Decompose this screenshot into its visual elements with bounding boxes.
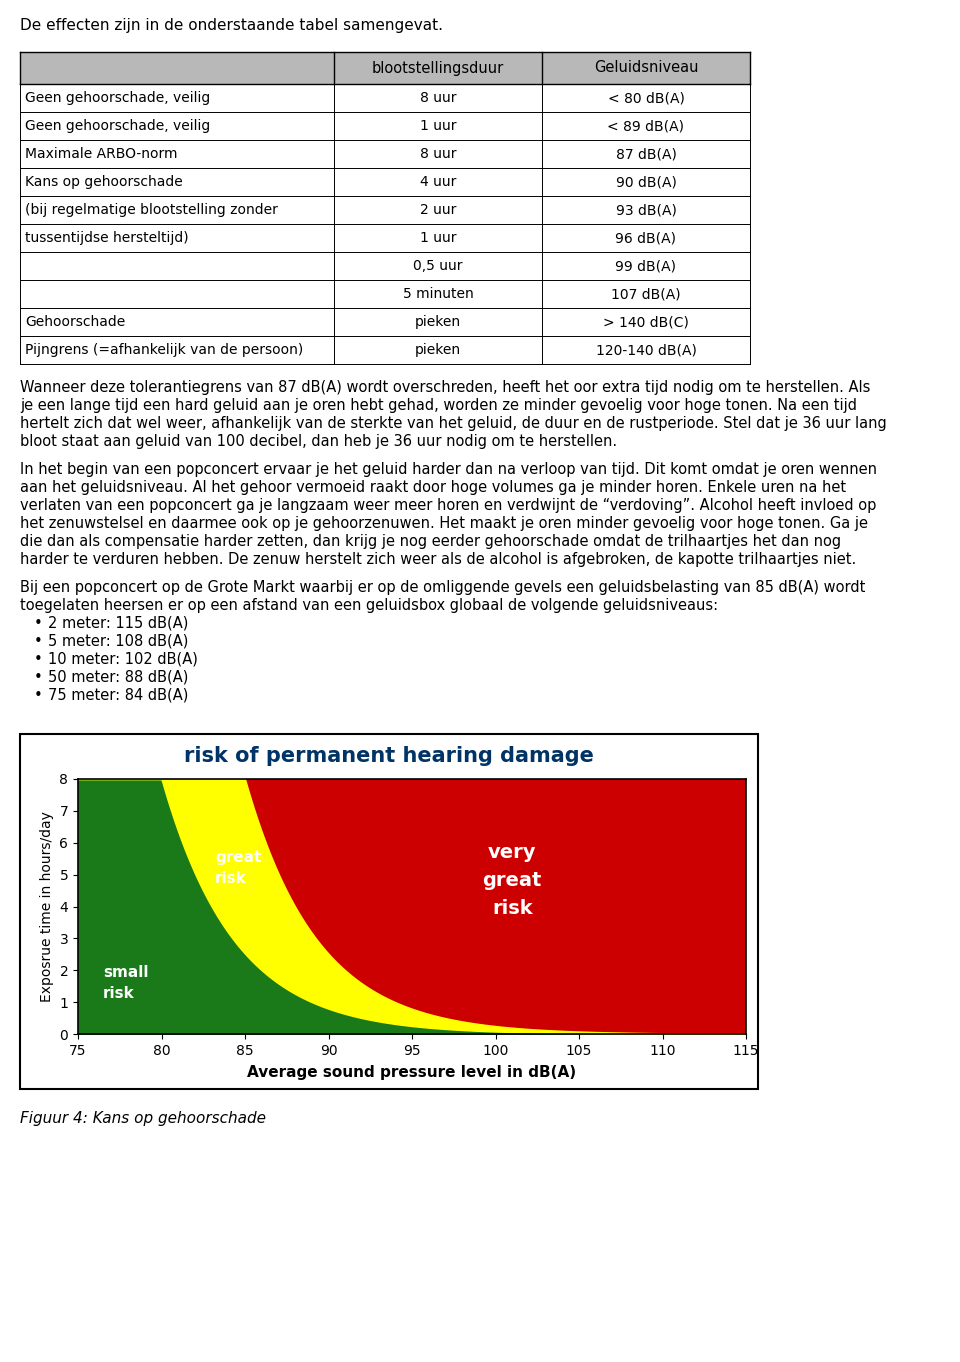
Text: aan het geluidsniveau. Al het gehoor vermoeid raakt door hoge volumes ga je mind: aan het geluidsniveau. Al het gehoor ver…: [20, 479, 846, 494]
Y-axis label: Exposrue time in hours/day: Exposrue time in hours/day: [40, 810, 54, 1002]
Text: > 140 dB(C): > 140 dB(C): [603, 315, 689, 330]
Text: 5 meter: 108 dB(A): 5 meter: 108 dB(A): [48, 633, 188, 650]
Text: 90 dB(A): 90 dB(A): [615, 174, 677, 189]
Text: tussentijdse hersteltijd): tussentijdse hersteltijd): [25, 232, 188, 245]
Text: very
great
risk: very great risk: [483, 843, 541, 918]
Text: blootstellingsduur: blootstellingsduur: [372, 60, 504, 75]
Text: •: •: [34, 688, 43, 703]
Text: die dan als compensatie harder zetten, dan krijg je nog eerder gehoorschade omda: die dan als compensatie harder zetten, d…: [20, 534, 841, 549]
Text: pieken: pieken: [415, 315, 461, 330]
Text: pieken: pieken: [415, 343, 461, 357]
Text: 1 uur: 1 uur: [420, 118, 456, 133]
Text: 1 uur: 1 uur: [420, 232, 456, 245]
Text: < 80 dB(A): < 80 dB(A): [608, 91, 684, 105]
Bar: [20, 252, 750, 281]
Text: risk of permanent hearing damage: risk of permanent hearing damage: [184, 746, 594, 765]
Bar: [20, 336, 750, 364]
Text: •: •: [34, 616, 43, 631]
Bar: [20, 196, 750, 223]
Text: toegelaten heersen er op een afstand van een geluidsbox globaal de volgende gelu: toegelaten heersen er op een afstand van…: [20, 598, 718, 613]
Text: 96 dB(A): 96 dB(A): [615, 232, 677, 245]
Text: hertelt zich dat wel weer, afhankelijk van de sterkte van het geluid, de duur en: hertelt zich dat wel weer, afhankelijk v…: [20, 415, 887, 430]
Bar: [20, 84, 750, 112]
Text: De effecten zijn in de onderstaande tabel samengevat.: De effecten zijn in de onderstaande tabe…: [20, 18, 443, 33]
Text: < 89 dB(A): < 89 dB(A): [608, 118, 684, 133]
Text: 87 dB(A): 87 dB(A): [615, 147, 677, 161]
Text: Gehoorschade: Gehoorschade: [25, 315, 125, 330]
Text: Maximale ARBO-norm: Maximale ARBO-norm: [25, 147, 178, 161]
Text: 4 uur: 4 uur: [420, 174, 456, 189]
Text: 93 dB(A): 93 dB(A): [615, 203, 677, 217]
Text: harder te verduren hebben. De zenuw herstelt zich weer als de alcohol is afgebro: harder te verduren hebben. De zenuw hers…: [20, 552, 856, 567]
Text: 8 uur: 8 uur: [420, 91, 456, 105]
Bar: [20, 308, 750, 336]
Text: Kans op gehoorschade: Kans op gehoorschade: [25, 174, 182, 189]
Bar: [20, 52, 750, 84]
Text: 99 dB(A): 99 dB(A): [615, 259, 677, 272]
Text: Geen gehoorschade, veilig: Geen gehoorschade, veilig: [25, 91, 210, 105]
Text: 50 meter: 88 dB(A): 50 meter: 88 dB(A): [48, 670, 188, 685]
Text: Pijngrens (=afhankelijk van de persoon): Pijngrens (=afhankelijk van de persoon): [25, 343, 303, 357]
Text: 8 uur: 8 uur: [420, 147, 456, 161]
Bar: [20, 281, 750, 308]
Text: 75 meter: 84 dB(A): 75 meter: 84 dB(A): [48, 688, 188, 703]
Bar: [20, 223, 750, 252]
Text: 2 uur: 2 uur: [420, 203, 456, 217]
Text: bloot staat aan geluid van 100 decibel, dan heb je 36 uur nodig om te herstellen: bloot staat aan geluid van 100 decibel, …: [20, 434, 617, 449]
Text: In het begin van een popconcert ervaar je het geluid harder dan na verloop van t: In het begin van een popconcert ervaar j…: [20, 462, 877, 477]
Text: great
risk: great risk: [215, 850, 261, 887]
Text: small
risk: small risk: [103, 966, 149, 1001]
Text: Geen gehoorschade, veilig: Geen gehoorschade, veilig: [25, 118, 210, 133]
Bar: [20, 112, 750, 140]
Text: (bij regelmatige blootstelling zonder: (bij regelmatige blootstelling zonder: [25, 203, 277, 217]
Text: 0,5 uur: 0,5 uur: [413, 259, 463, 272]
Text: •: •: [34, 670, 43, 685]
Bar: [20, 168, 750, 196]
Text: het zenuwstelsel en daarmee ook op je gehoorzenuwen. Het maakt je oren minder ge: het zenuwstelsel en daarmee ook op je ge…: [20, 516, 868, 531]
X-axis label: Average sound pressure level in dB(A): Average sound pressure level in dB(A): [248, 1065, 577, 1080]
Text: 107 dB(A): 107 dB(A): [612, 287, 681, 301]
Text: •: •: [34, 633, 43, 650]
Text: je een lange tijd een hard geluid aan je oren hebt gehad, worden ze minder gevoe: je een lange tijd een hard geluid aan je…: [20, 398, 857, 413]
Bar: [20, 734, 758, 1090]
Text: Bij een popconcert op de Grote Markt waarbij er op de omliggende gevels een gelu: Bij een popconcert op de Grote Markt waa…: [20, 580, 865, 595]
Text: Wanneer deze tolerantiegrens van 87 dB(A) wordt overschreden, heeft het oor extr: Wanneer deze tolerantiegrens van 87 dB(A…: [20, 380, 871, 395]
Text: verlaten van een popconcert ga je langzaam weer meer horen en verdwijnt de “verd: verlaten van een popconcert ga je langza…: [20, 498, 876, 513]
Text: Geluidsniveau: Geluidsniveau: [593, 60, 698, 75]
Text: 2 meter: 115 dB(A): 2 meter: 115 dB(A): [48, 616, 188, 631]
Text: 5 minuten: 5 minuten: [402, 287, 473, 301]
Text: 10 meter: 102 dB(A): 10 meter: 102 dB(A): [48, 652, 198, 667]
Text: Figuur 4: Kans op gehoorschade: Figuur 4: Kans op gehoorschade: [20, 1111, 266, 1126]
Text: 120-140 dB(A): 120-140 dB(A): [595, 343, 696, 357]
Bar: [20, 140, 750, 168]
Text: •: •: [34, 652, 43, 667]
